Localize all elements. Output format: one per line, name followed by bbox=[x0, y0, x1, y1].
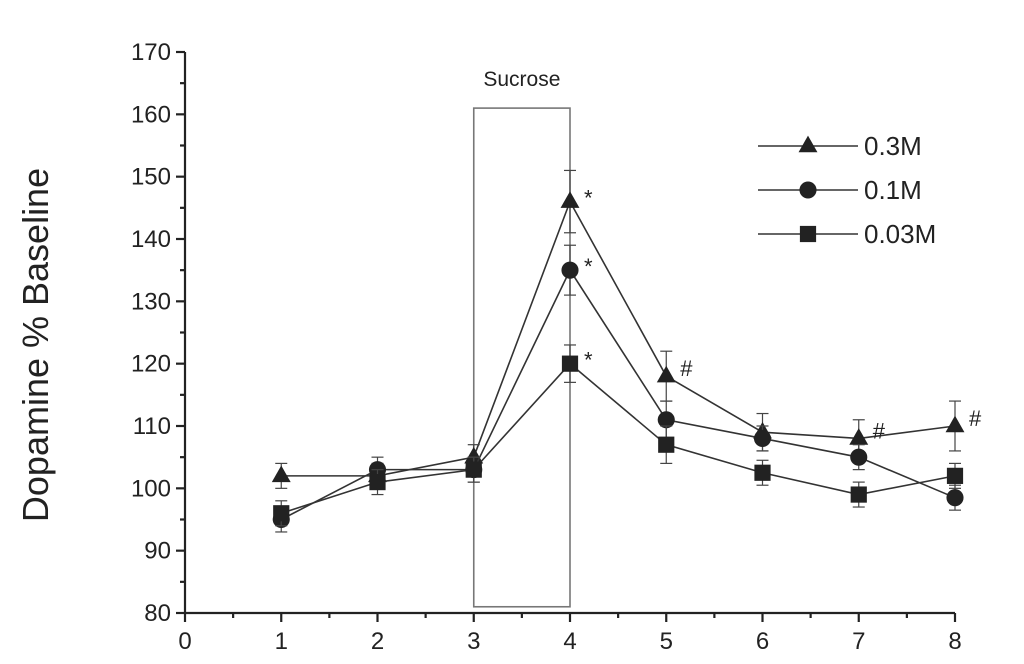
y-tick-label: 100 bbox=[131, 475, 171, 502]
x-tick-label: 1 bbox=[275, 628, 288, 655]
series-0-3m bbox=[271, 169, 965, 489]
significance-hash: # bbox=[969, 406, 982, 431]
data-point bbox=[657, 411, 675, 429]
data-point bbox=[945, 415, 965, 433]
data-point bbox=[561, 261, 579, 279]
significance-asterisk: * bbox=[584, 254, 593, 279]
series-line bbox=[281, 362, 956, 515]
data-point bbox=[849, 428, 869, 445]
legend-label: 0.03M bbox=[864, 219, 936, 249]
y-tick-label: 110 bbox=[133, 413, 171, 440]
x-tick-label: 5 bbox=[660, 628, 673, 655]
y-tick-label: 160 bbox=[131, 101, 171, 128]
data-point bbox=[850, 486, 867, 503]
y-tick-label: 170 bbox=[131, 39, 171, 66]
y-axis-label: Dopamine % Baseline bbox=[15, 168, 56, 522]
data-point bbox=[273, 505, 290, 522]
legend-label: 0.3M bbox=[864, 131, 922, 161]
data-point bbox=[754, 464, 771, 481]
x-tick-label: 8 bbox=[948, 628, 961, 655]
y-tick-label: 80 bbox=[144, 600, 171, 627]
significance-asterisk: * bbox=[584, 348, 593, 373]
legend: 0.3M 0.1M 0.03M bbox=[758, 131, 936, 249]
y-tick-label: 130 bbox=[131, 288, 171, 315]
series-line bbox=[281, 199, 956, 477]
data-point bbox=[656, 365, 676, 383]
series-0-03m bbox=[273, 344, 964, 527]
data-point bbox=[850, 448, 868, 466]
x-tick-label: 0 bbox=[178, 628, 191, 655]
data-point bbox=[946, 489, 964, 507]
significance-hash: # bbox=[873, 418, 886, 443]
significance-asterisk: * bbox=[584, 186, 593, 211]
y-tick-label: 150 bbox=[131, 164, 171, 191]
data-point bbox=[561, 355, 579, 372]
legend-item-0-3m: 0.3M bbox=[758, 131, 922, 161]
x-tick-label: 4 bbox=[563, 628, 576, 655]
x-tick-label: 6 bbox=[756, 628, 769, 655]
legend-marker bbox=[799, 225, 817, 243]
sucrose-period-box bbox=[472, 107, 571, 608]
x-tick-label: 3 bbox=[467, 628, 480, 655]
series-line bbox=[280, 268, 956, 521]
legend-marker bbox=[799, 181, 817, 199]
legend-label: 0.1M bbox=[864, 175, 922, 205]
data-point bbox=[753, 429, 772, 448]
sucrose-period-box-layer: Sucrose bbox=[472, 68, 571, 608]
data-point bbox=[946, 467, 964, 484]
significance-hash: # bbox=[680, 356, 693, 381]
y-tick-label: 140 bbox=[131, 226, 171, 253]
legend-item-0-03m: 0.03M bbox=[758, 219, 936, 249]
axes: 80 90 100 110 120 130 140 150 160 170 0 1 2 3 4 5 6 7 8 bbox=[131, 39, 962, 655]
legend-marker bbox=[798, 135, 818, 153]
series-layer: * * * # # # bbox=[271, 169, 982, 533]
x-tick-label: 7 bbox=[852, 628, 865, 655]
data-point bbox=[560, 191, 580, 208]
x-tick-label: 2 bbox=[371, 628, 384, 655]
data-point bbox=[465, 461, 482, 478]
legend-item-0-1m: 0.1M bbox=[758, 175, 922, 205]
data-point bbox=[369, 474, 386, 491]
data-point bbox=[658, 436, 675, 453]
data-point bbox=[271, 465, 291, 483]
sucrose-label: Sucrose bbox=[483, 68, 560, 91]
y-tick-label: 90 bbox=[144, 538, 171, 565]
y-tick-label: 120 bbox=[131, 351, 171, 378]
